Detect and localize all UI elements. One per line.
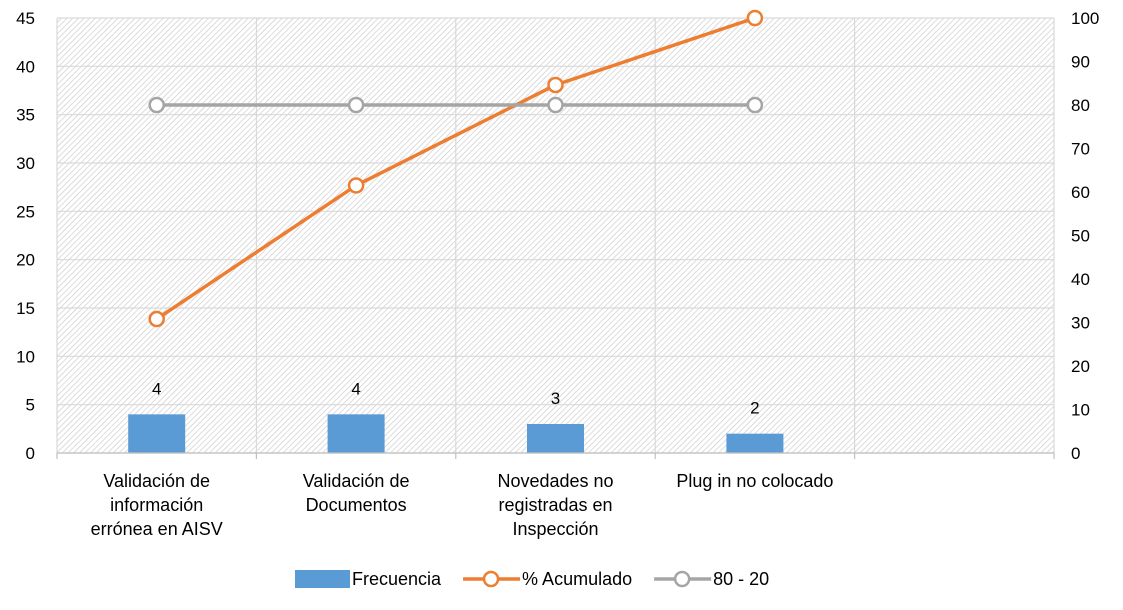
bar-data-label: 2 [750, 399, 759, 418]
bar [726, 433, 784, 453]
line-series [148, 9, 764, 328]
bar-series: 4 4 3 2 [128, 379, 784, 453]
series-line [155, 16, 756, 321]
x-category-label-line: Validación de [303, 471, 410, 491]
x-category-label-line: Inspección [512, 519, 598, 539]
x-category-label-line: Plug in no colocado [676, 471, 833, 491]
legend-label: % Acumulado [522, 569, 632, 589]
bar-data-label: 4 [152, 379, 161, 398]
left-y-tick-label: 20 [16, 251, 35, 270]
x-category-label-line: errónea en AISV [91, 519, 223, 539]
left-y-tick-label: 15 [16, 299, 35, 318]
left-y-tick-label: 40 [16, 57, 35, 76]
right-y-tick-label: 60 [1071, 183, 1090, 202]
left-y-tick-label: 0 [26, 444, 35, 463]
right-y-tick-label: 30 [1071, 314, 1090, 333]
x-category-label: Validación de Documentos [303, 471, 410, 515]
series-marker [547, 76, 564, 94]
right-y-tick-label: 10 [1071, 401, 1090, 420]
bar [128, 414, 186, 453]
left-y-tick-label: 25 [16, 202, 35, 221]
x-category-label-line: información [110, 495, 203, 515]
right-y-tick-label: 50 [1071, 227, 1090, 246]
x-category-label-line: Novedades no [497, 471, 613, 491]
x-category-label-line: Documentos [306, 495, 407, 515]
right-y-tick-label: 100 [1071, 9, 1099, 28]
x-category-label: Plug in no colocado [676, 471, 833, 491]
series-marker [347, 177, 365, 194]
series-marker [547, 96, 564, 114]
legend-label: 80 - 20 [713, 569, 769, 589]
left-y-tick-label: 35 [16, 106, 35, 125]
right-y-tick-label: 0 [1071, 444, 1080, 463]
legend: Frecuencia % Acumulado 80 - 20 [295, 569, 769, 589]
right-y-tick-label: 80 [1071, 96, 1090, 115]
series-marker [148, 96, 165, 114]
left-y-tick-label: 10 [16, 347, 35, 366]
right-y-tick-label: 90 [1071, 53, 1090, 72]
series-marker [148, 310, 165, 328]
gridlines [56, 17, 1055, 454]
legend-swatch-marker [673, 570, 691, 588]
series-marker [746, 96, 764, 114]
bar [327, 414, 385, 453]
bar-data-label: 3 [551, 389, 560, 408]
bar [527, 424, 584, 453]
x-category-label-line: Validación de [103, 471, 210, 491]
axes: 0 5 10 15 20 25 30 35 40 45 0 10 20 30 40 50 60 70 80 90 100… [16, 9, 1099, 539]
series-marker [746, 9, 764, 27]
bar-data-label: 4 [351, 379, 360, 398]
legend-swatch-marker [482, 570, 500, 588]
left-y-tick-label: 45 [16, 9, 35, 28]
series-marker [347, 96, 365, 114]
left-y-tick-label: 30 [16, 154, 35, 173]
legend-label: Frecuencia [352, 569, 442, 589]
left-y-tick-label: 5 [26, 396, 35, 415]
right-y-tick-label: 70 [1071, 140, 1090, 159]
right-y-tick-label: 20 [1071, 357, 1090, 376]
x-category-label: Novedades no registradas en Inspección [497, 471, 613, 539]
right-y-tick-label: 40 [1071, 270, 1090, 289]
legend-swatch-bar [295, 570, 350, 588]
x-category-label: Validación de información errónea en AISV [91, 471, 223, 539]
x-category-label-line: registradas en [498, 495, 612, 515]
